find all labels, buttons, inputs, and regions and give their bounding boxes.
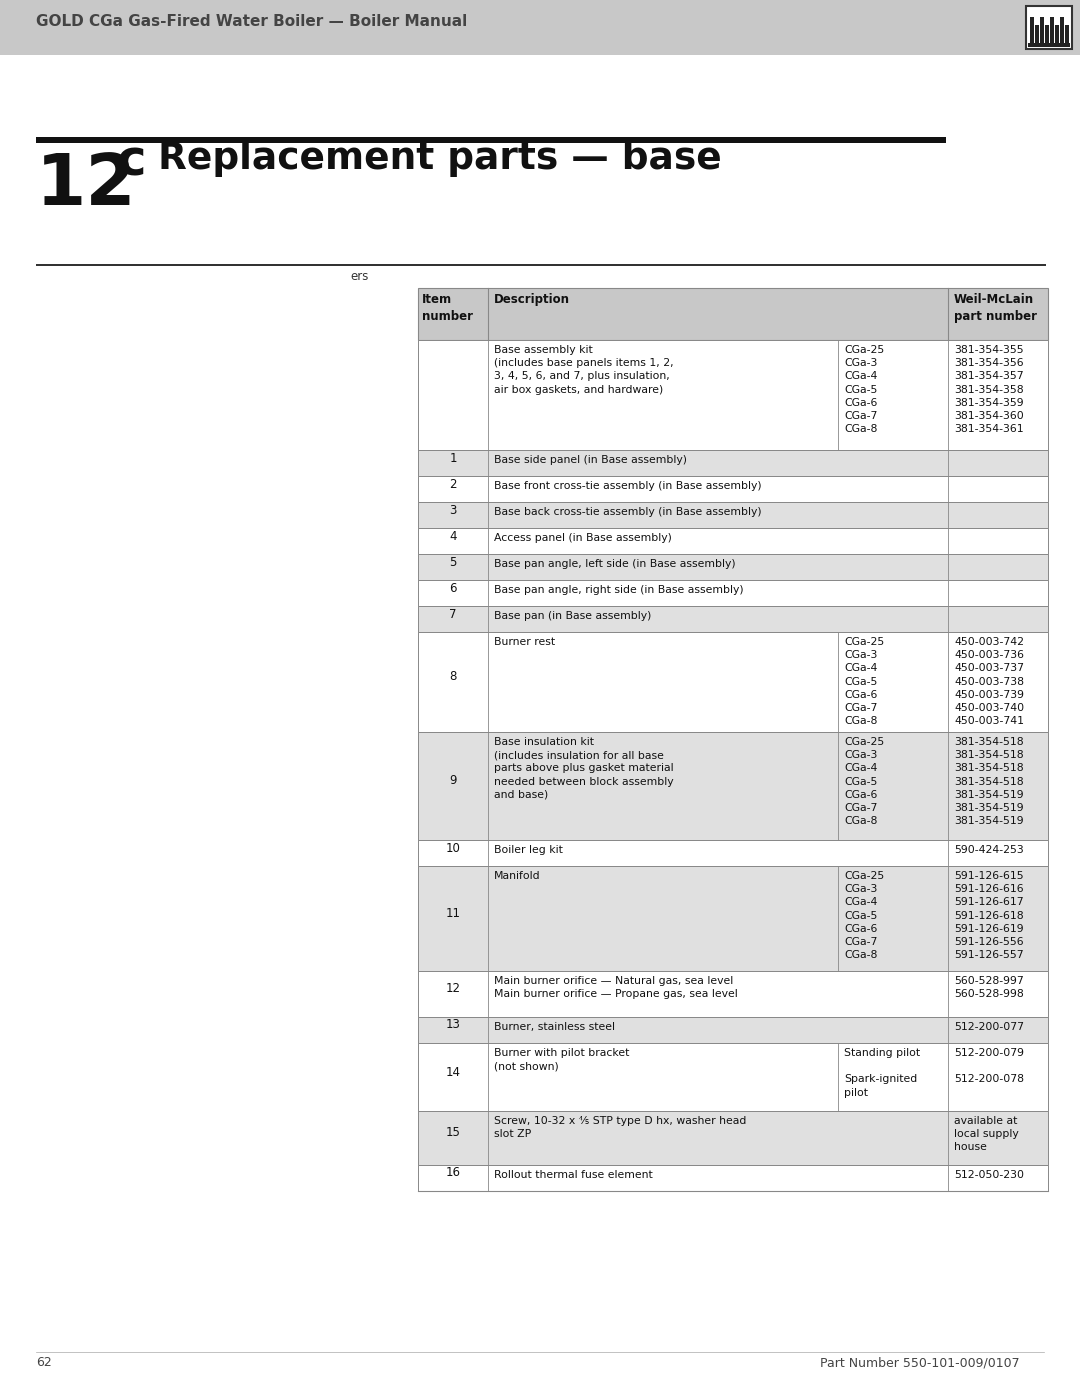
Text: 591-126-615
591-126-616
591-126-617
591-126-618
591-126-619
591-126-556
591-126-: 591-126-615 591-126-616 591-126-617 591-… xyxy=(954,870,1024,960)
Bar xyxy=(418,555,1048,580)
Text: 14: 14 xyxy=(446,1066,460,1078)
Text: Item
number: Item number xyxy=(422,293,473,323)
Text: Boiler leg kit: Boiler leg kit xyxy=(494,845,563,855)
Text: 512-050-230: 512-050-230 xyxy=(954,1171,1024,1180)
Bar xyxy=(418,528,1048,555)
Text: GOLD CGa Gas-Fired Water Boiler — Boiler Manual: GOLD CGa Gas-Fired Water Boiler — Boiler… xyxy=(36,14,468,29)
Text: 2: 2 xyxy=(449,478,457,490)
Bar xyxy=(418,732,1048,840)
Text: Main burner orifice — Natural gas, sea level
Main burner orifice — Propane gas, : Main burner orifice — Natural gas, sea l… xyxy=(494,977,738,999)
Text: available at
local supply
house: available at local supply house xyxy=(954,1116,1018,1153)
Bar xyxy=(1035,25,1039,45)
Text: Screw, 10-32 x ⅘ STP type D hx, washer head
slot ZP: Screw, 10-32 x ⅘ STP type D hx, washer h… xyxy=(494,1116,746,1139)
Text: 590-424-253: 590-424-253 xyxy=(954,845,1024,855)
Text: 5: 5 xyxy=(449,556,457,569)
Text: 11: 11 xyxy=(446,907,460,921)
Text: 512-200-079

512-200-078: 512-200-079 512-200-078 xyxy=(954,1048,1024,1084)
Bar xyxy=(418,339,1048,450)
Text: Rollout thermal fuse element: Rollout thermal fuse element xyxy=(494,1171,652,1180)
Bar xyxy=(36,264,1047,265)
Text: Base back cross-tie assembly (in Base assembly): Base back cross-tie assembly (in Base as… xyxy=(494,507,761,517)
Text: 12: 12 xyxy=(36,151,137,219)
Text: 9: 9 xyxy=(449,774,457,788)
Text: 62: 62 xyxy=(36,1356,52,1369)
Bar xyxy=(1050,17,1053,45)
Text: Base assembly kit
(includes base panels items 1, 2,
3, 4, 5, 6, and 7, plus insu: Base assembly kit (includes base panels … xyxy=(494,345,674,394)
Bar xyxy=(418,1165,1048,1192)
Text: Standing pilot

Spark-ignited
pilot: Standing pilot Spark-ignited pilot xyxy=(843,1048,920,1098)
Text: CGa-25
CGa-3
CGa-4
CGa-5
CGa-6
CGa-7
CGa-8: CGa-25 CGa-3 CGa-4 CGa-5 CGa-6 CGa-7 CGa… xyxy=(843,345,885,434)
Text: c: c xyxy=(117,137,147,184)
Text: Access panel (in Base assembly): Access panel (in Base assembly) xyxy=(494,534,672,543)
Bar xyxy=(418,1111,1048,1165)
Text: 10: 10 xyxy=(446,841,460,855)
Bar xyxy=(418,1017,1048,1044)
Text: 7: 7 xyxy=(449,608,457,620)
Text: 4: 4 xyxy=(449,529,457,542)
Text: 1: 1 xyxy=(449,451,457,464)
Text: 3: 3 xyxy=(449,503,457,517)
Bar xyxy=(1026,6,1072,49)
Bar xyxy=(418,502,1048,528)
Bar xyxy=(418,288,1048,339)
Text: Base pan angle, left side (in Base assembly): Base pan angle, left side (in Base assem… xyxy=(494,559,735,569)
Text: 381-354-518
381-354-518
381-354-518
381-354-518
381-354-519
381-354-519
381-354-: 381-354-518 381-354-518 381-354-518 381-… xyxy=(954,738,1024,826)
Text: CGa-25
CGa-3
CGa-4
CGa-5
CGa-6
CGa-7
CGa-8: CGa-25 CGa-3 CGa-4 CGa-5 CGa-6 CGa-7 CGa… xyxy=(843,870,885,960)
Text: Weil-McLain
part number: Weil-McLain part number xyxy=(954,293,1037,323)
Text: 12: 12 xyxy=(446,982,460,996)
Bar xyxy=(418,840,1048,866)
Bar xyxy=(1055,25,1058,45)
Bar xyxy=(418,631,1048,732)
Text: Description: Description xyxy=(494,293,570,306)
Text: Base insulation kit
(includes insulation for all base
parts above plus gasket ma: Base insulation kit (includes insulation… xyxy=(494,738,674,800)
Text: CGa-25
CGa-3
CGa-4
CGa-5
CGa-6
CGa-7
CGa-8: CGa-25 CGa-3 CGa-4 CGa-5 CGa-6 CGa-7 CGa… xyxy=(843,637,885,726)
Text: ers: ers xyxy=(350,270,368,284)
Bar xyxy=(1045,25,1049,45)
Bar xyxy=(418,606,1048,631)
Text: Burner rest: Burner rest xyxy=(494,637,555,647)
Bar xyxy=(418,450,1048,476)
Bar xyxy=(36,137,946,142)
Text: Replacement parts — base: Replacement parts — base xyxy=(158,141,721,177)
Text: CGa-25
CGa-3
CGa-4
CGa-5
CGa-6
CGa-7
CGa-8: CGa-25 CGa-3 CGa-4 CGa-5 CGa-6 CGa-7 CGa… xyxy=(843,738,885,826)
Text: Part Number 550-101-009/0107: Part Number 550-101-009/0107 xyxy=(820,1356,1020,1369)
Bar xyxy=(1065,25,1068,45)
Bar xyxy=(418,1044,1048,1111)
Text: Manifold: Manifold xyxy=(494,870,541,882)
Text: Base front cross-tie assembly (in Base assembly): Base front cross-tie assembly (in Base a… xyxy=(494,481,761,490)
Text: 13: 13 xyxy=(446,1018,460,1031)
Bar xyxy=(1059,17,1064,45)
Text: Base pan (in Base assembly): Base pan (in Base assembly) xyxy=(494,610,651,622)
Text: 8: 8 xyxy=(449,671,457,683)
Text: 512-200-077: 512-200-077 xyxy=(954,1023,1024,1032)
Text: 16: 16 xyxy=(446,1166,460,1179)
Text: 450-003-742
450-003-736
450-003-737
450-003-738
450-003-739
450-003-740
450-003-: 450-003-742 450-003-736 450-003-737 450-… xyxy=(954,637,1024,726)
Bar xyxy=(418,866,1048,971)
Text: Base pan angle, right side (in Base assembly): Base pan angle, right side (in Base asse… xyxy=(494,585,744,595)
Text: 560-528-997
560-528-998: 560-528-997 560-528-998 xyxy=(954,977,1024,999)
Bar xyxy=(418,476,1048,502)
Text: 15: 15 xyxy=(446,1126,460,1140)
Bar xyxy=(1040,17,1043,45)
Bar xyxy=(1028,43,1070,47)
Text: Burner, stainless steel: Burner, stainless steel xyxy=(494,1023,615,1032)
Text: Burner with pilot bracket
(not shown): Burner with pilot bracket (not shown) xyxy=(494,1048,630,1071)
Bar xyxy=(418,580,1048,606)
Text: Base side panel (in Base assembly): Base side panel (in Base assembly) xyxy=(494,455,687,465)
Bar xyxy=(0,0,1080,54)
Text: 6: 6 xyxy=(449,581,457,595)
Bar xyxy=(1030,17,1034,45)
Text: 381-354-355
381-354-356
381-354-357
381-354-358
381-354-359
381-354-360
381-354-: 381-354-355 381-354-356 381-354-357 381-… xyxy=(954,345,1024,434)
Bar xyxy=(418,971,1048,1017)
